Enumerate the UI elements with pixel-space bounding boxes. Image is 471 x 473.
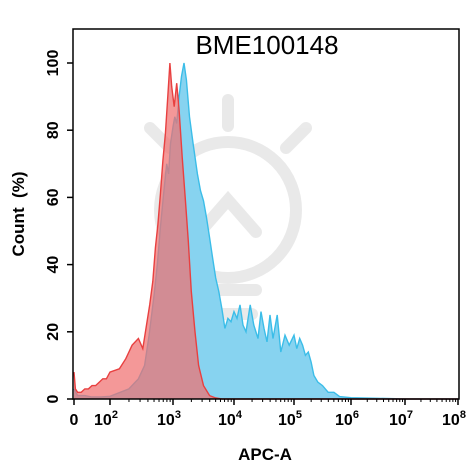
y-tick-label: 20	[45, 323, 62, 341]
x-tick-label: 107	[389, 409, 413, 429]
chart-title: BME100148	[195, 30, 338, 60]
x-tick-label: 106	[335, 409, 359, 429]
y-tick-label: 100	[45, 50, 62, 77]
y-tick-label: 80	[45, 121, 62, 139]
y-tick-label: 40	[45, 256, 62, 274]
y-tick-label: 0	[45, 394, 62, 403]
y-tick-label: 60	[45, 188, 62, 206]
series-layer	[73, 62, 458, 400]
x-tick-label: 0	[70, 412, 79, 429]
y-axis-ticks: 0 20 40 60 80 100	[45, 50, 73, 403]
series-2-line	[73, 62, 458, 400]
x-axis-label: APC-A	[238, 445, 292, 464]
x-tick-label: 103	[157, 409, 181, 429]
x-tick-label: 105	[278, 409, 302, 429]
x-tick-label: 108	[442, 409, 466, 429]
plot-frame	[72, 28, 460, 400]
series-2-area	[74, 63, 458, 399]
x-axis-ticks: 0 102 103 104 105 106 107 108	[70, 399, 466, 429]
x-tick-label: 102	[94, 409, 118, 429]
y-axis-label: Count (%)	[9, 172, 28, 257]
x-tick-label: 104	[218, 409, 243, 429]
